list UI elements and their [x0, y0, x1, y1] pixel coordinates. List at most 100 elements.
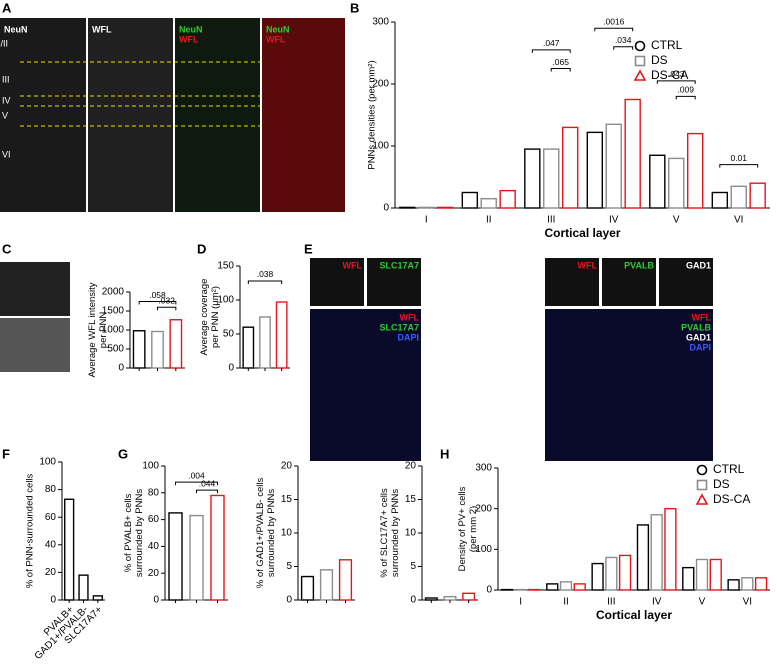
p-value: .009	[677, 85, 694, 95]
p-value: .004	[188, 470, 205, 480]
micrograph	[367, 258, 421, 306]
layer-label: IV	[2, 95, 11, 105]
bar	[624, 98, 641, 209]
image-label: GAD1	[686, 260, 711, 270]
panel-letter: E	[304, 241, 313, 256]
y-tick-label: 5	[410, 561, 416, 572]
legend-label: DS	[651, 53, 668, 67]
y-axis-label: per PNN (µm²)	[210, 286, 221, 348]
panel-a-images: NeuN WFL NeuN WFL NeuN WFL	[0, 18, 345, 212]
y-tick-label: 80	[45, 484, 57, 495]
x-tick-label: VI	[743, 597, 752, 608]
bar	[727, 579, 740, 591]
y-tick-label: 0	[153, 595, 159, 606]
legend-label: DS	[713, 477, 730, 491]
x-axis-label: Cortical layer	[544, 226, 620, 240]
micrograph	[262, 18, 345, 212]
bar	[436, 206, 454, 209]
x-tick-label: III	[547, 215, 555, 226]
y-axis-label: Average coverage	[199, 279, 210, 356]
micrograph	[545, 309, 713, 461]
y-tick-label: 100	[142, 461, 159, 472]
y-tick-label: 15	[281, 494, 293, 505]
y-tick-label: 40	[45, 539, 57, 550]
bar	[664, 507, 677, 591]
bar	[151, 330, 164, 369]
p-value: .034	[615, 35, 632, 45]
y-tick-label: 40	[148, 541, 160, 552]
bar	[319, 569, 334, 601]
y-tick-label: 0	[486, 585, 492, 596]
legend-label: CTRL	[651, 38, 683, 52]
y-axis-label: Average WFL intensity	[87, 282, 98, 377]
x-axis-label: Cortical layer	[596, 608, 672, 622]
layer-label: V	[2, 110, 8, 120]
legend-label: DS-CA	[713, 492, 750, 506]
bar	[132, 330, 146, 369]
image-label: PVALB	[681, 322, 711, 332]
micrograph	[175, 18, 260, 212]
bar	[480, 197, 497, 209]
y-tick-label: 60	[45, 512, 57, 523]
bar	[189, 514, 204, 601]
bar	[424, 597, 438, 601]
image-label: PVALB	[624, 260, 654, 270]
bar	[730, 185, 747, 209]
p-value: .047	[543, 38, 560, 48]
bar	[695, 558, 709, 591]
bar	[741, 577, 754, 591]
y-tick-label: 10	[281, 528, 293, 539]
significance-bracket	[675, 95, 696, 100]
y-tick-label: 0	[286, 595, 292, 606]
bar	[168, 512, 183, 601]
image-label: NeuN	[266, 24, 290, 34]
bar	[300, 575, 315, 601]
bar	[586, 131, 604, 209]
y-tick-label: 200	[372, 79, 389, 90]
y-tick-label: 0	[118, 363, 124, 374]
y-tick-label: 0	[383, 203, 389, 214]
significance-bracket	[175, 481, 218, 486]
x-tick-label: I	[519, 597, 522, 608]
y-axis-label: % of PNN-surrounded cells	[25, 473, 36, 588]
p-value: .065	[552, 57, 569, 67]
micrograph	[310, 258, 364, 306]
significance-bracket	[594, 27, 634, 32]
y-tick-label: 0	[228, 363, 234, 374]
bar	[242, 326, 255, 369]
panel-letter: F	[2, 446, 10, 461]
bar	[524, 148, 541, 209]
panel-letter: B	[350, 0, 359, 15]
y-tick-label: 2000	[102, 287, 125, 298]
y-tick-label: 50	[223, 329, 235, 340]
legend-marker	[633, 69, 647, 81]
y-tick-label: 1500	[102, 306, 125, 317]
micrograph	[0, 262, 70, 316]
image-label: WFL	[692, 312, 712, 322]
bar	[605, 556, 618, 591]
image-label: DAPI	[689, 342, 711, 352]
bar	[461, 191, 479, 209]
bar	[636, 524, 650, 591]
significance-bracket	[656, 80, 696, 84]
image-label: DAPI	[397, 332, 419, 342]
y-axis-label: surrounded by PNNs	[134, 489, 145, 577]
bar	[711, 191, 729, 209]
bar	[668, 157, 685, 209]
p-value: .043	[668, 69, 685, 79]
legend-label: DS-CA	[651, 68, 688, 82]
y-tick-label: 300	[475, 463, 492, 474]
bar	[259, 316, 271, 369]
bar	[443, 595, 457, 601]
x-tick-label: V	[699, 597, 706, 608]
y-tick-label: 60	[148, 514, 160, 525]
legend-marker	[634, 40, 646, 52]
bar	[210, 494, 225, 601]
y-tick-label: 80	[148, 487, 160, 498]
y-axis-label: per PNN	[98, 312, 109, 349]
p-value: 0.01	[730, 153, 747, 163]
bar	[591, 562, 604, 591]
bar	[499, 189, 516, 209]
